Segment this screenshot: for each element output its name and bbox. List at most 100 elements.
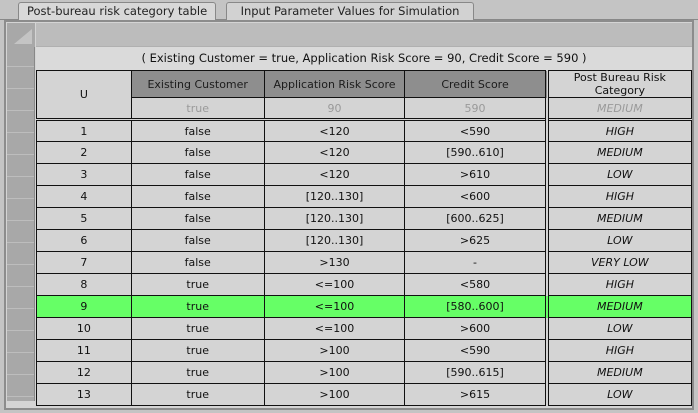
cell-rule-number[interactable]: 11 [36, 339, 132, 362]
cell-risk-category[interactable]: LOW [546, 317, 692, 340]
cell-risk-category[interactable]: LOW [546, 229, 692, 252]
cell-credit-score[interactable]: <590 [404, 339, 549, 362]
row-header-cell[interactable] [7, 133, 34, 155]
cell-risk-category[interactable]: MEDIUM [546, 295, 692, 318]
cell-application-risk-score[interactable]: >100 [263, 339, 406, 362]
table-row[interactable]: 3 false <120 >610 LOW [36, 163, 692, 186]
cell-credit-score[interactable]: >600 [404, 317, 549, 340]
cell-rule-number[interactable]: 10 [36, 317, 132, 340]
cell-credit-score[interactable]: >615 [404, 383, 549, 406]
row-header-cell[interactable] [7, 353, 34, 375]
cell-risk-category[interactable]: HIGH [546, 273, 692, 296]
tab-post-bureau-risk-category-table[interactable]: Post-bureau risk category table [18, 2, 217, 21]
cell-application-risk-score[interactable]: <=100 [263, 273, 406, 296]
cell-rule-number[interactable]: 5 [36, 207, 132, 230]
cell-credit-score[interactable]: [590..615] [404, 361, 549, 384]
cell-existing-customer[interactable]: true [130, 295, 265, 318]
cell-application-risk-score[interactable]: <120 [263, 119, 406, 142]
cell-existing-customer[interactable]: true [130, 383, 265, 406]
cell-credit-score[interactable]: <600 [404, 185, 549, 208]
cell-existing-customer[interactable]: false [130, 119, 265, 142]
row-header-cell[interactable] [7, 243, 34, 265]
cell-rule-number[interactable]: 13 [36, 383, 132, 406]
cell-application-risk-score[interactable]: >130 [263, 251, 406, 274]
cell-application-risk-score[interactable]: [120..130] [263, 207, 406, 230]
cell-risk-category[interactable]: LOW [546, 163, 692, 186]
cell-risk-category[interactable]: LOW [546, 383, 692, 406]
cell-rule-number[interactable]: 6 [36, 229, 132, 252]
table-row[interactable]: 7 false >130- VERY LOW [36, 251, 692, 274]
cell-existing-customer[interactable]: false [130, 207, 265, 230]
cell-rule-number[interactable]: 4 [36, 185, 132, 208]
cell-existing-customer[interactable]: false [130, 229, 265, 252]
row-header-cell[interactable] [7, 199, 34, 221]
cell-application-risk-score[interactable]: [120..130] [263, 185, 406, 208]
cell-rule-number[interactable]: 1 [36, 119, 132, 142]
table-row[interactable]: 6 false [120..130] >625 LOW [36, 229, 692, 252]
cell-existing-customer[interactable]: true [130, 317, 265, 340]
cell-existing-customer[interactable]: false [130, 163, 265, 186]
row-header-cell[interactable] [7, 89, 34, 111]
cell-risk-category[interactable]: VERY LOW [546, 251, 692, 274]
table-row[interactable]: 13 true >100 >615 LOW [36, 383, 692, 406]
cell-credit-score[interactable]: [580..600] [404, 295, 549, 318]
cell-credit-score[interactable]: >625 [404, 229, 549, 252]
cell-risk-category[interactable]: HIGH [546, 119, 692, 142]
row-header-cell[interactable] [7, 375, 34, 397]
cell-existing-customer[interactable]: true [130, 361, 265, 384]
input-caption: ( Existing Customer = true, Application … [36, 47, 692, 70]
cell-rule-number[interactable]: 12 [36, 361, 132, 384]
row-header-cell[interactable] [7, 177, 34, 199]
cell-credit-score[interactable]: - [404, 251, 549, 274]
cell-credit-score[interactable]: <590 [404, 119, 549, 142]
cell-rule-number[interactable]: 2 [36, 141, 132, 164]
cell-application-risk-score[interactable]: <=100 [263, 295, 406, 318]
row-header-cell[interactable] [7, 111, 34, 133]
row-header-cell[interactable] [7, 67, 34, 89]
cell-credit-score[interactable]: [600..625] [404, 207, 549, 230]
tab-bar: Post-bureau risk category table Input Pa… [0, 0, 698, 21]
cell-application-risk-score[interactable]: >100 [263, 383, 406, 406]
column-header-credit-score: Credit Score [404, 70, 549, 98]
tab-input-parameter-values[interactable]: Input Parameter Values for Simulation [226, 2, 474, 20]
cell-credit-score[interactable]: >610 [404, 163, 549, 186]
table-row[interactable]: 11 true >100 <590 HIGH [36, 339, 692, 362]
cell-existing-customer[interactable]: false [130, 141, 265, 164]
cell-risk-category[interactable]: HIGH [546, 185, 692, 208]
cell-risk-category[interactable]: MEDIUM [546, 207, 692, 230]
cell-application-risk-score[interactable]: <=100 [263, 317, 406, 340]
table-row[interactable]: 1 false <120 <590 HIGH [36, 119, 692, 142]
cell-credit-score[interactable]: [590..610] [404, 141, 549, 164]
cell-credit-score[interactable]: <580 [404, 273, 549, 296]
cell-application-risk-score[interactable]: >100 [263, 361, 406, 384]
cell-existing-customer[interactable]: false [130, 251, 265, 274]
row-header-cell[interactable] [7, 155, 34, 177]
table-row[interactable]: 8 true <=100 <580 HIGH [36, 273, 692, 296]
cell-application-risk-score[interactable]: [120..130] [263, 229, 406, 252]
table-row[interactable]: 4 false [120..130] <600 HIGH [36, 185, 692, 208]
select-all-corner[interactable] [7, 23, 35, 47]
row-header-cell[interactable] [7, 331, 34, 353]
cell-application-risk-score[interactable]: <120 [263, 141, 406, 164]
row-header-cell[interactable] [7, 265, 34, 287]
table-row[interactable]: 10 true <=100 >600 LOW [36, 317, 692, 340]
row-header-cell[interactable] [7, 287, 34, 309]
cell-risk-category[interactable]: HIGH [546, 339, 692, 362]
cell-existing-customer[interactable]: true [130, 273, 265, 296]
row-header-cell[interactable] [7, 45, 34, 67]
table-row[interactable]: 9 true <=100 [580..600] MEDIUM [36, 295, 692, 318]
cell-rule-number[interactable]: 3 [36, 163, 132, 186]
cell-application-risk-score[interactable]: <120 [263, 163, 406, 186]
row-header-cell[interactable] [7, 221, 34, 243]
table-row[interactable]: 5 false [120..130] [600..625] MEDIUM [36, 207, 692, 230]
cell-existing-customer[interactable]: false [130, 185, 265, 208]
table-row[interactable]: 12 true >100 [590..615] MEDIUM [36, 361, 692, 384]
cell-rule-number[interactable]: 8 [36, 273, 132, 296]
row-header-cell[interactable] [7, 309, 34, 331]
cell-risk-category[interactable]: MEDIUM [546, 141, 692, 164]
cell-rule-number[interactable]: 7 [36, 251, 132, 274]
cell-rule-number[interactable]: 9 [36, 295, 132, 318]
table-row[interactable]: 2 false <120 [590..610] MEDIUM [36, 141, 692, 164]
cell-risk-category[interactable]: MEDIUM [546, 361, 692, 384]
cell-existing-customer[interactable]: true [130, 339, 265, 362]
